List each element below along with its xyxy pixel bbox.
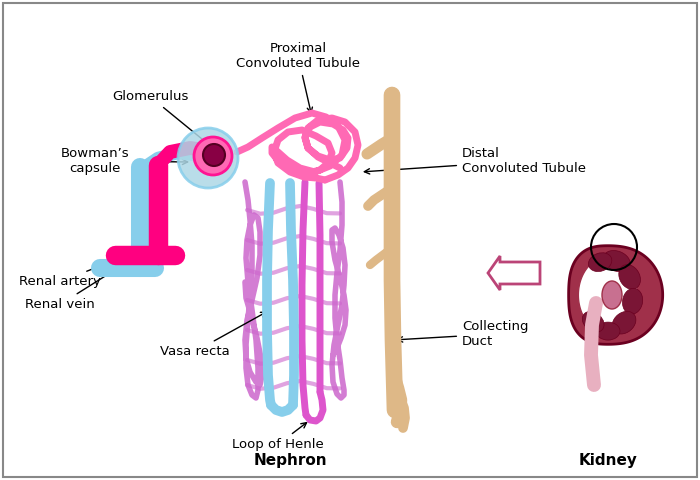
Text: Renal artery: Renal artery: [19, 251, 138, 288]
Text: Bowman’s
capsule: Bowman’s capsule: [61, 147, 188, 175]
Text: Renal vein: Renal vein: [25, 270, 114, 311]
Ellipse shape: [619, 264, 640, 289]
Circle shape: [194, 137, 232, 175]
Ellipse shape: [589, 253, 612, 272]
Text: Vasa recta: Vasa recta: [160, 312, 266, 358]
Polygon shape: [568, 246, 663, 344]
Text: Proximal
Convoluted Tubule: Proximal Convoluted Tubule: [236, 42, 360, 113]
Polygon shape: [578, 257, 638, 333]
Polygon shape: [488, 256, 540, 290]
Circle shape: [178, 128, 238, 188]
Text: Kidney: Kidney: [579, 453, 638, 468]
Ellipse shape: [612, 312, 636, 334]
Ellipse shape: [582, 312, 604, 332]
Text: Nephron: Nephron: [253, 453, 327, 468]
Text: Collecting
Duct: Collecting Duct: [398, 320, 528, 348]
Text: Distal
Convoluted Tubule: Distal Convoluted Tubule: [364, 147, 586, 175]
Ellipse shape: [596, 322, 620, 340]
Ellipse shape: [603, 251, 630, 272]
Circle shape: [203, 144, 225, 166]
Ellipse shape: [602, 281, 622, 309]
Text: Glomerulus: Glomerulus: [112, 90, 209, 145]
Ellipse shape: [622, 288, 643, 314]
Text: Loop of Henle: Loop of Henle: [232, 422, 324, 451]
